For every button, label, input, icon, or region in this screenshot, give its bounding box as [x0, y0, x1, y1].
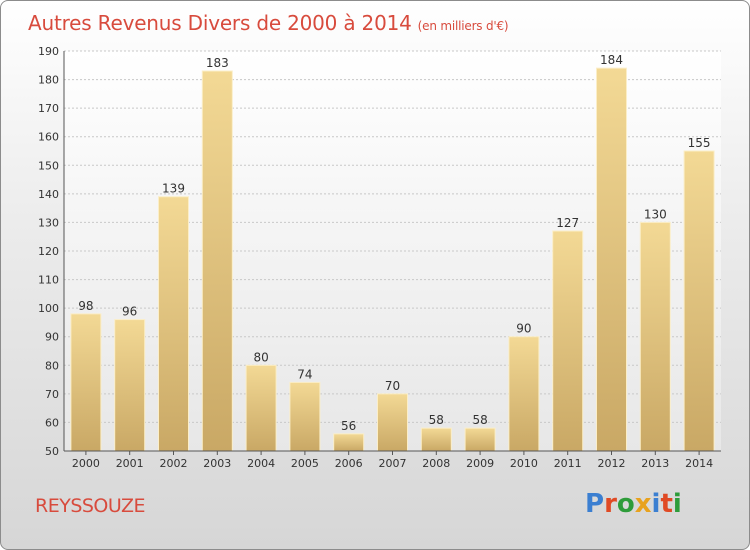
bar-2014	[683, 150, 715, 452]
bar-2011	[552, 230, 584, 452]
chart-subtitle: (en milliers d'€)	[417, 19, 509, 33]
value-label-2000: 98	[78, 299, 93, 313]
bar-2007	[377, 393, 408, 452]
y-tick-label: 70	[45, 388, 59, 401]
x-tick-label-2007: 2007	[379, 457, 407, 470]
x-tick-label-2000: 2000	[72, 457, 100, 470]
bar-2003	[201, 70, 233, 452]
bar-2001	[114, 319, 146, 452]
y-tick-label: 190	[38, 45, 59, 58]
x-tick-label-2001: 2001	[116, 457, 144, 470]
logo-letter: x	[634, 489, 652, 519]
x-tick-label-2013: 2013	[641, 457, 669, 470]
y-tick-label: 150	[38, 159, 59, 172]
bar-2004	[245, 364, 277, 452]
y-tick-label: 170	[38, 102, 59, 115]
x-tick-label-2005: 2005	[291, 457, 319, 470]
value-label-2004: 80	[253, 350, 268, 364]
value-label-2006: 56	[341, 419, 356, 433]
logo-letter: t	[660, 489, 673, 519]
y-tick-label: 80	[45, 359, 59, 372]
bar-2013	[639, 221, 671, 452]
y-tick-label: 110	[38, 274, 59, 287]
x-tick-label-2008: 2008	[422, 457, 450, 470]
y-tick-label: 50	[45, 445, 59, 458]
value-label-2011: 127	[556, 216, 579, 230]
x-tick-label-2009: 2009	[466, 457, 494, 470]
chart-title-text: Autres Revenus Divers de 2000 à 2014	[28, 11, 412, 35]
bar-2005	[289, 381, 321, 452]
y-tick-label: 140	[38, 188, 59, 201]
y-tick-label: 100	[38, 302, 59, 315]
y-tick-label: 60	[45, 416, 59, 429]
bar-2000	[70, 313, 102, 452]
location-name: REYSSOUZE	[35, 495, 145, 517]
bar-2010	[508, 336, 540, 452]
value-label-2009: 58	[472, 413, 487, 427]
value-label-2010: 90	[516, 322, 531, 336]
logo-letter: i	[651, 489, 661, 519]
value-label-2007: 70	[385, 379, 400, 393]
value-label-2003: 183	[206, 56, 229, 70]
bar-2009	[464, 427, 496, 452]
value-label-2005: 74	[297, 367, 312, 381]
logo-letter: P	[585, 489, 605, 519]
y-tick-label: 160	[38, 131, 59, 144]
value-label-2013: 130	[644, 207, 667, 221]
y-tick-label: 90	[45, 331, 59, 344]
y-tick-label: 130	[38, 216, 59, 229]
x-tick-label-2011: 2011	[554, 457, 582, 470]
bar-2012	[596, 67, 627, 452]
bar-2006	[333, 433, 365, 452]
bar-2002	[158, 196, 189, 452]
chart-title: Autres Revenus Divers de 2000 à 2014 (en …	[28, 11, 509, 35]
bar-2008	[420, 427, 452, 452]
y-tick-label: 120	[38, 245, 59, 258]
x-tick-label-2014: 2014	[685, 457, 713, 470]
axis-layer: 50 60 70 80 90 100 110 120 130 140 150 160 170 180 190…	[38, 45, 721, 470]
x-tick-label-2002: 2002	[160, 457, 188, 470]
x-tick-label-2006: 2006	[335, 457, 363, 470]
value-label-2002: 139	[162, 182, 185, 196]
x-tick-label-2010: 2010	[510, 457, 538, 470]
value-label-2001: 96	[122, 305, 137, 319]
logo-letter: i	[672, 489, 682, 519]
proxiti-logo: Proxiti	[585, 489, 682, 519]
value-label-2014: 155	[688, 136, 711, 150]
value-label-2008: 58	[429, 413, 444, 427]
x-tick-label-2012: 2012	[598, 457, 626, 470]
bars-layer: 98 96 139 183 80 74 56 70 58 58 90 127 184 130 155	[70, 53, 715, 452]
x-tick-label-2003: 2003	[203, 457, 231, 470]
y-tick-label: 180	[38, 74, 59, 87]
logo-letter: o	[616, 489, 635, 519]
x-tick-label-2004: 2004	[247, 457, 275, 470]
value-label-2012: 184	[600, 53, 623, 67]
logo-letter: r	[604, 489, 617, 519]
